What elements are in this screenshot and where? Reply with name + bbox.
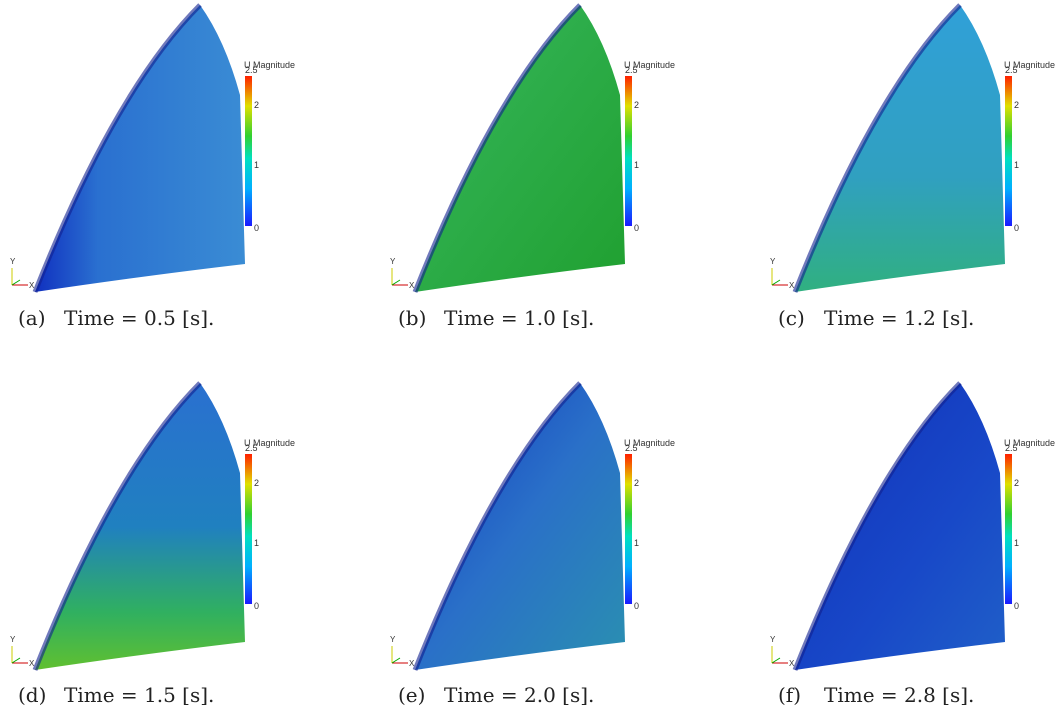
axis-z bbox=[392, 280, 400, 285]
axis-z bbox=[392, 658, 400, 663]
sail-field bbox=[795, 5, 1005, 292]
colorbar-tick: 0 bbox=[1014, 223, 1019, 233]
sail-field bbox=[35, 383, 245, 670]
colorbar-tick: 2 bbox=[254, 478, 259, 488]
panel-caption: Time = 2.0 [s]. bbox=[444, 683, 594, 707]
colorbar-tick: 2 bbox=[1014, 100, 1019, 110]
panel-label: (d) bbox=[18, 683, 46, 707]
colorbar-tick: 0 bbox=[1014, 601, 1019, 611]
sail-field bbox=[795, 383, 1005, 670]
colorbar-tick: 0 bbox=[254, 223, 259, 233]
colorbar-tick: 2.5 bbox=[245, 65, 258, 75]
axis-y-label: Y bbox=[770, 635, 776, 644]
colorbar-tick: 1 bbox=[634, 160, 639, 170]
panel-label: (b) bbox=[398, 306, 426, 330]
colorbar-tick: 0 bbox=[634, 223, 639, 233]
sail-field bbox=[415, 5, 625, 292]
colorbar bbox=[1005, 454, 1012, 604]
colorbar-tick: 1 bbox=[1014, 160, 1019, 170]
panel-label: (e) bbox=[398, 683, 425, 707]
axis-x-label: X bbox=[789, 659, 795, 668]
axis-x-label: X bbox=[409, 281, 415, 290]
axis-z bbox=[12, 280, 20, 285]
panel-caption: Time = 1.2 [s]. bbox=[824, 306, 974, 330]
panel-label: (f) bbox=[778, 683, 801, 707]
axis-x-label: X bbox=[29, 659, 35, 668]
colorbar-tick: 2 bbox=[634, 100, 639, 110]
colorbar-tick: 2.5 bbox=[1005, 443, 1018, 453]
colorbar bbox=[245, 76, 252, 226]
panel-caption: Time = 0.5 [s]. bbox=[64, 306, 214, 330]
colorbar-tick: 0 bbox=[634, 601, 639, 611]
axis-x-label: X bbox=[29, 281, 35, 290]
colorbar-tick: 2 bbox=[1014, 478, 1019, 488]
panel-caption: Time = 1.0 [s]. bbox=[444, 306, 594, 330]
panel-label: (c) bbox=[778, 306, 805, 330]
page: {"colorbar": {"title": "U Magnitude", "t… bbox=[0, 0, 1062, 713]
axis-z bbox=[772, 658, 780, 663]
figure: U Magnitude2.5210YX(a)Time = 0.5 [s].U M… bbox=[0, 0, 1062, 713]
colorbar-tick: 1 bbox=[1014, 538, 1019, 548]
panel-caption: Time = 1.5 [s]. bbox=[64, 683, 214, 707]
colorbar bbox=[625, 454, 632, 604]
axis-x-label: X bbox=[409, 659, 415, 668]
colorbar-tick: 2.5 bbox=[625, 443, 638, 453]
axis-y-label: Y bbox=[390, 635, 396, 644]
axis-y-label: Y bbox=[390, 257, 396, 266]
colorbar-tick: 2.5 bbox=[245, 443, 258, 453]
axis-y-label: Y bbox=[10, 635, 16, 644]
colorbar bbox=[1005, 76, 1012, 226]
sail-field bbox=[415, 383, 625, 670]
colorbar bbox=[625, 76, 632, 226]
panel-label: (a) bbox=[18, 306, 46, 330]
colorbar-tick: 1 bbox=[254, 538, 259, 548]
axis-y-label: Y bbox=[10, 257, 16, 266]
panel-caption: Time = 2.8 [s]. bbox=[824, 683, 974, 707]
colorbar-tick: 2.5 bbox=[1005, 65, 1018, 75]
axis-x-label: X bbox=[789, 281, 795, 290]
colorbar-tick: 2.5 bbox=[625, 65, 638, 75]
colorbar-tick: 1 bbox=[634, 538, 639, 548]
axis-y-label: Y bbox=[770, 257, 776, 266]
axis-z bbox=[12, 658, 20, 663]
sail-field bbox=[35, 5, 245, 292]
colorbar bbox=[245, 454, 252, 604]
colorbar-tick: 0 bbox=[254, 601, 259, 611]
axis-z bbox=[772, 280, 780, 285]
colorbar-tick: 2 bbox=[254, 100, 259, 110]
colorbar-tick: 1 bbox=[254, 160, 259, 170]
colorbar-tick: 2 bbox=[634, 478, 639, 488]
